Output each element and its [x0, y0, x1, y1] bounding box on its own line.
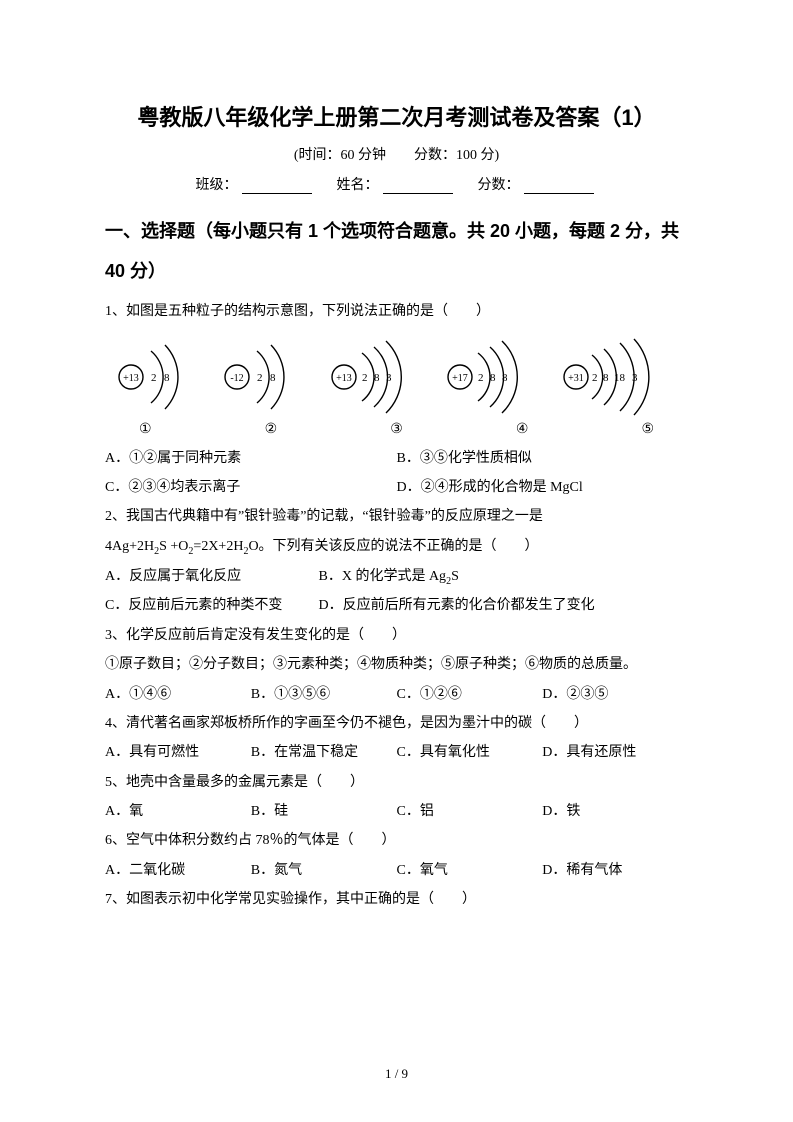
q2-l2a: 4Ag+2H	[105, 539, 154, 554]
q2-opt-b-pre: B．X 的化学式是 Ag	[319, 569, 447, 584]
q5-opt-b: B．硅	[251, 797, 397, 826]
atom-diagram-4: +17 2 8 8	[438, 337, 548, 417]
nucleus-4: +17	[452, 373, 468, 384]
q1-opts-row2: C．②③④均表示离子 D．②④形成的化合物是 MgCl	[105, 473, 688, 502]
num-2: ②	[265, 421, 278, 438]
q2-opt-c: C．反应前后元素的种类不变	[105, 591, 315, 620]
q3-opt-c: C．①②⑥	[397, 680, 543, 709]
q4-opt-b: B．在常温下稳定	[251, 738, 397, 767]
q1-opts-row1: A．①②属于同种元素 B．③⑤化学性质相似	[105, 444, 688, 473]
q5-stem: 5、地壳中含量最多的金属元素是（ ）	[105, 768, 688, 797]
q4-opt-d: D．具有还原性	[542, 738, 688, 767]
num-3: ③	[390, 421, 403, 438]
class-blank	[242, 179, 312, 194]
q2-opt-b: B．X 的化学式是 Ag2S	[319, 569, 459, 584]
shell-4-0: 2	[478, 372, 484, 384]
nucleus-1: +13	[123, 373, 139, 384]
q1-stem: 1、如图是五种粒子的结构示意图，下列说法正确的是（ ）	[105, 297, 688, 326]
nucleus-2: -12	[231, 373, 244, 384]
q2-opt-a: A．反应属于氧化反应	[105, 562, 315, 591]
shell-4-2: 8	[502, 372, 508, 384]
atom-diagram-1: +13 2 8	[109, 337, 209, 417]
section-1-heading: 一、选择题（每小题只有 1 个选项符合题意。共 20 小题，每题 2 分，共 4…	[105, 212, 688, 291]
q6-opt-d: D．稀有气体	[542, 856, 688, 885]
q6-opt-b: B．氮气	[251, 856, 397, 885]
q3-detail: ①原子数目；②分子数目；③元素种类；④物质种类；⑤原子种类；⑥物质的总质量。	[105, 650, 688, 679]
score-blank	[524, 179, 594, 194]
shell-4-1: 8	[490, 372, 496, 384]
nucleus-3: +13	[336, 373, 352, 384]
q5-opts: A．氧 B．硅 C．铝 D．铁	[105, 797, 688, 826]
q5-opt-d: D．铁	[542, 797, 688, 826]
shell-5-2: 18	[614, 372, 626, 384]
q3-opts: A．①④⑥ B．①③⑤⑥ C．①②⑥ D．②③⑤	[105, 680, 688, 709]
q2-l2b: S +O	[159, 539, 188, 554]
q5-opt-c: C．铝	[397, 797, 543, 826]
score-label: 分数：	[478, 178, 520, 193]
name-blank	[383, 179, 453, 194]
q2-l2d: O。下列有关该反应的说法不正确的是（ ）	[248, 539, 538, 554]
shell-5-0: 2	[592, 372, 598, 384]
name-label: 姓名：	[337, 178, 379, 193]
q2-line1: 2、我国古代典籍中有”银针验毒”的记载，“银针验毒”的反应原理之一是	[105, 502, 688, 531]
q7-stem: 7、如图表示初中化学常见实验操作，其中正确的是（ ）	[105, 885, 688, 914]
shell-5-1: 8	[603, 372, 609, 384]
q2-opt-d: D．反应前后所有元素的化合价都发生了变化	[319, 598, 595, 613]
q6-stem: 6、空气中体积分数约占 78％的气体是（ ）	[105, 826, 688, 855]
shell-3-1: 8	[374, 372, 380, 384]
q6-opt-a: A．二氧化碳	[105, 856, 251, 885]
q3-opt-d: D．②③⑤	[542, 680, 688, 709]
exam-page: 粤教版八年级化学上册第二次月考测试卷及答案（1） (时间：60 分钟 分数：10…	[0, 0, 793, 1122]
nucleus-5: +31	[568, 373, 584, 384]
num-1: ①	[139, 421, 152, 438]
shell-3-2: 3	[386, 372, 392, 384]
q3-opt-b: B．①③⑤⑥	[251, 680, 397, 709]
q5-opt-a: A．氧	[105, 797, 251, 826]
q6-opts: A．二氧化碳 B．氮气 C．氧气 D．稀有气体	[105, 856, 688, 885]
shell-1-0: 2	[151, 372, 157, 384]
num-5: ⑤	[641, 421, 654, 438]
q2-opts-row1: A．反应属于氧化反应 B．X 的化学式是 Ag2S	[105, 562, 688, 592]
q1-diagrams: +13 2 8 -12 2 8 +13 2 8 3	[105, 337, 688, 417]
q4-opt-a: A．具有可燃性	[105, 738, 251, 767]
q6-opt-c: C．氧气	[397, 856, 543, 885]
shell-2-1: 8	[270, 372, 276, 384]
page-subtitle: (时间：60 分钟 分数：100 分)	[105, 144, 688, 164]
q1-opt-d: D．②④形成的化合物是 MgCl	[397, 473, 689, 502]
shell-2-0: 2	[257, 372, 263, 384]
q3-stem: 3、化学反应前后肯定没有发生变化的是（ ）	[105, 621, 688, 650]
num-4: ④	[516, 421, 529, 438]
q1-diagram-numbers: ① ② ③ ④ ⑤	[105, 421, 688, 438]
q3-opt-a: A．①④⑥	[105, 680, 251, 709]
q2-l2c: =2X+2H	[193, 539, 243, 554]
q4-stem: 4、清代著名画家郑板桥所作的字画至今仍不褪色，是因为墨汁中的碳（ ）	[105, 709, 688, 738]
q1-opt-b: B．③⑤化学性质相似	[397, 444, 689, 473]
q1-opt-a: A．①②属于同种元素	[105, 444, 397, 473]
q4-opt-c: C．具有氧化性	[397, 738, 543, 767]
q2-line2: 4Ag+2H2S +O2=2X+2H2O。下列有关该反应的说法不正确的是（ ）	[105, 532, 688, 562]
shell-3-0: 2	[362, 372, 368, 384]
q2-opts-row2: C．反应前后元素的种类不变 D．反应前后所有元素的化合价都发生了变化	[105, 591, 688, 620]
atom-diagram-5: +31 2 8 18 3	[554, 337, 684, 417]
q1-opt-c: C．②③④均表示离子	[105, 473, 397, 502]
class-label: 班级：	[196, 178, 238, 193]
page-title: 粤教版八年级化学上册第二次月考测试卷及答案（1）	[105, 100, 688, 132]
q4-opts: A．具有可燃性 B．在常温下稳定 C．具有氧化性 D．具有还原性	[105, 738, 688, 767]
atom-diagram-2: -12 2 8	[215, 337, 315, 417]
atom-diagram-3: +13 2 8 3	[322, 337, 432, 417]
page-footer: 1 / 9	[0, 1066, 793, 1082]
q2-opt-b-post: S	[451, 569, 459, 584]
student-info-line: 班级： 姓名： 分数：	[105, 174, 688, 194]
shell-1-1: 8	[164, 372, 170, 384]
shell-5-3: 3	[632, 372, 638, 384]
